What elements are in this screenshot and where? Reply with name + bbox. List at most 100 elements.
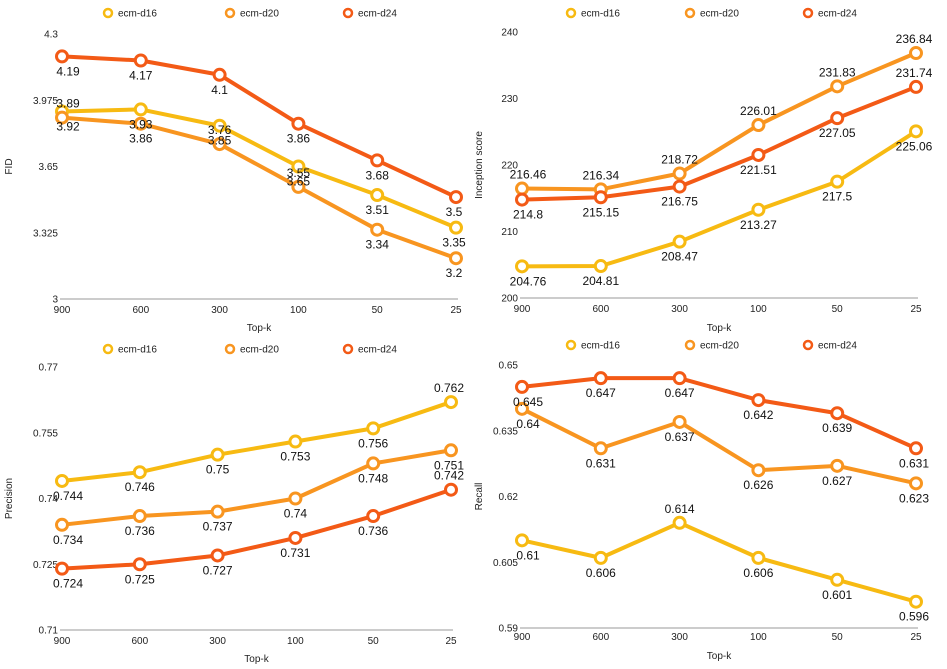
- x-tick-label: 600: [592, 304, 609, 315]
- data-point-ecm-d20: [593, 441, 608, 456]
- data-label: 4.19: [56, 64, 80, 78]
- data-point-ecm-d24: [133, 53, 148, 68]
- data-label: 204.76: [510, 274, 547, 288]
- data-point-ecm-d24: [210, 548, 225, 563]
- legend-marker: [802, 7, 814, 19]
- data-point-ecm-d16: [366, 421, 381, 436]
- x-tick-label: 300: [211, 305, 228, 316]
- legend-label: ecm-d16: [581, 341, 620, 352]
- data-label: 0.746: [125, 480, 155, 494]
- legend-label: ecm-d20: [240, 9, 279, 20]
- data-label: 0.647: [586, 386, 616, 400]
- x-tick-label: 100: [750, 304, 767, 315]
- data-label: 0.727: [203, 563, 233, 577]
- x-axis-title: Top-k: [707, 323, 732, 334]
- legend-label: ecm-d16: [118, 345, 157, 356]
- data-label: 3.76: [208, 123, 232, 137]
- data-label: 3.68: [366, 168, 390, 182]
- x-tick-label: 25: [910, 632, 922, 643]
- data-label: 0.762: [434, 381, 464, 395]
- legend-marker: [224, 343, 236, 355]
- x-tick-label: 100: [290, 305, 307, 316]
- series-line-ecm-d20: [520, 51, 918, 192]
- data-point-ecm-d20: [210, 504, 225, 519]
- data-label: 0.642: [743, 408, 773, 422]
- data-point-ecm-d24: [672, 371, 687, 386]
- data-point-ecm-d24: [288, 530, 303, 545]
- data-point-ecm-d20: [288, 491, 303, 506]
- data-point-ecm-d16: [672, 234, 687, 249]
- legend-marker: [224, 7, 236, 19]
- y-tick-label: 3.65: [39, 162, 59, 173]
- data-point-ecm-d16: [291, 159, 306, 174]
- y-tick-label: 0.71: [39, 626, 59, 637]
- x-tick-label: 50: [832, 632, 844, 643]
- data-label: 0.736: [358, 524, 388, 538]
- y-tick-label: 3.975: [33, 96, 58, 107]
- data-point-ecm-d16: [672, 515, 687, 530]
- data-point-ecm-d24: [515, 192, 529, 207]
- x-tick-label: 600: [131, 636, 148, 647]
- data-point-ecm-d16: [132, 465, 147, 480]
- x-tick-label: 900: [514, 632, 531, 643]
- y-tick-label: 0.59: [499, 624, 519, 635]
- data-label: 0.736: [125, 524, 155, 538]
- x-axis-title: Top-k: [244, 654, 269, 665]
- chart-recall: ecm-d16 ecm-d20 ecm-d240.590.6050.620.6350…: [474, 339, 929, 662]
- data-point-ecm-d16: [909, 594, 923, 609]
- data-label: 3.86: [287, 132, 311, 146]
- data-point-ecm-d20: [515, 181, 529, 196]
- data-label: 0.606: [743, 566, 773, 580]
- legend-marker: [342, 343, 354, 355]
- data-point-ecm-d16: [449, 220, 463, 235]
- legend-label: ecm-d24: [358, 345, 397, 356]
- data-point-ecm-d16: [830, 572, 845, 587]
- series-line-ecm-d20: [520, 406, 918, 486]
- data-label: 227.05: [819, 126, 856, 140]
- x-tick-label: 50: [372, 305, 384, 316]
- data-point-ecm-d24: [370, 153, 385, 168]
- data-point-ecm-d20: [370, 222, 385, 237]
- legend-marker: [102, 343, 114, 355]
- series-line-ecm-d20: [60, 448, 453, 527]
- data-label: 214.8: [513, 208, 543, 222]
- data-point-ecm-d24: [751, 147, 766, 162]
- data-label: 3.35: [442, 236, 466, 250]
- data-point-ecm-d16: [909, 124, 923, 139]
- data-label: 0.61: [516, 548, 540, 562]
- y-tick-label: 200: [501, 294, 518, 305]
- y-tick-label: 0.65: [499, 361, 519, 372]
- legend-label: ecm-d24: [358, 9, 397, 20]
- data-point-ecm-d24: [909, 79, 923, 94]
- data-point-ecm-d20: [909, 476, 923, 491]
- y-tick-label: 0.74: [39, 494, 59, 505]
- data-label: 0.637: [665, 430, 695, 444]
- data-label: 216.75: [661, 195, 698, 209]
- data-point-ecm-d24: [909, 441, 923, 456]
- data-point-ecm-d24: [132, 557, 147, 572]
- y-tick-label: 3: [52, 295, 58, 306]
- data-label: 3.5: [446, 205, 463, 219]
- y-tick-label: 220: [501, 161, 518, 172]
- data-label: 0.756: [358, 436, 388, 450]
- data-point-ecm-d16: [593, 259, 608, 274]
- data-point-ecm-d20: [672, 166, 687, 181]
- x-axis-title: Top-k: [707, 651, 732, 662]
- y-tick-label: 240: [501, 28, 518, 39]
- data-label: 0.645: [513, 395, 543, 409]
- data-label: 0.631: [586, 456, 616, 470]
- data-point-ecm-d16: [210, 447, 225, 462]
- legend-label: ecm-d16: [581, 9, 620, 20]
- y-tick-label: 0.725: [33, 560, 58, 571]
- y-tick-label: 0.77: [39, 363, 59, 374]
- legend-marker: [102, 7, 114, 19]
- y-tick-label: 230: [501, 94, 518, 105]
- y-tick-label: 3.325: [33, 228, 58, 239]
- legend-marker: [684, 339, 696, 351]
- data-point-ecm-d24: [55, 49, 69, 64]
- data-label: 0.724: [53, 577, 83, 591]
- legend-label: ecm-d20: [700, 9, 739, 20]
- data-point-ecm-d20: [672, 414, 687, 429]
- data-point-ecm-d16: [593, 550, 608, 565]
- data-label: 236.84: [896, 32, 933, 46]
